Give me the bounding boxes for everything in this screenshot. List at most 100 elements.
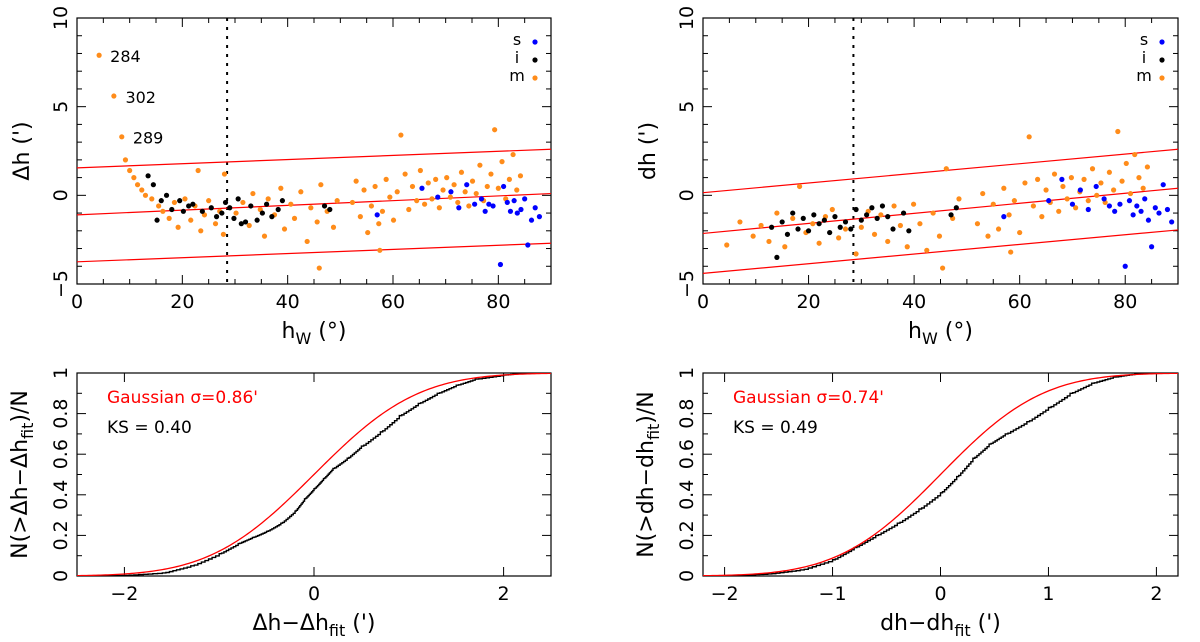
point-m [278, 185, 284, 191]
point-i [811, 212, 817, 218]
panel-bottom-right: −2 −1 0 1 2 0 0.2 0.4 0.6 0.8 1 Gaussian σ=0.74' KS … [634, 367, 1179, 640]
point-m [142, 192, 149, 198]
point-m [829, 206, 835, 213]
point-m [425, 180, 431, 186]
ks-label: KS = 0.40 [107, 418, 192, 438]
point-i [264, 201, 270, 207]
point-i [231, 215, 237, 221]
point-m [836, 235, 842, 241]
fit-line-lower [703, 229, 1178, 274]
point-m [943, 166, 949, 172]
legend-label-m: m [509, 66, 525, 85]
point-m [1089, 166, 1096, 172]
point-m [1140, 185, 1146, 191]
gaussian-label: Gaussian σ=0.86' [107, 388, 258, 408]
point-i [769, 224, 775, 230]
x-tick-label: 0 [71, 291, 83, 313]
fit-line-fit [77, 192, 551, 216]
point-m [1035, 176, 1041, 182]
point-annotation: 289 [133, 129, 164, 148]
point-m [455, 199, 461, 206]
point-m [930, 210, 936, 216]
point-i [848, 226, 854, 232]
point-m [402, 171, 408, 177]
y-tick-label: 0.2 [676, 520, 698, 550]
point-s [1164, 206, 1171, 213]
point-i [213, 214, 220, 220]
point-m [724, 242, 730, 248]
point-s [1138, 208, 1144, 214]
point-m [134, 182, 141, 188]
empirical-cdf-line [703, 373, 1178, 576]
point-m [853, 251, 859, 257]
y-axis-label: N(>Δh−Δhfit)/N [8, 390, 37, 559]
x-tick-label: −1 [819, 583, 847, 605]
x-axis-label: hW (°) [908, 319, 973, 348]
fit-line-lower [77, 242, 551, 263]
y-tick-label: 10 [676, 6, 698, 30]
point-i [259, 210, 265, 216]
point-m [737, 219, 743, 225]
point-s [504, 199, 510, 206]
point-i [222, 199, 229, 206]
x-label-main: h [282, 319, 296, 344]
point-i [269, 214, 275, 220]
legend-label-i: i [515, 48, 519, 67]
point-i [879, 203, 886, 209]
point-s [1122, 263, 1128, 269]
point-s [525, 242, 531, 248]
point-i [279, 198, 285, 204]
point-m [1060, 183, 1066, 190]
point-m [924, 247, 930, 253]
point-s [1126, 198, 1133, 204]
y-tick-label: 10 [50, 6, 72, 30]
y-tick-label: 5 [50, 101, 72, 113]
point-s [511, 198, 517, 204]
point-s [1059, 176, 1065, 182]
x-label-main: dh−dh [880, 611, 954, 636]
point-m [473, 190, 479, 197]
point-m [379, 208, 386, 214]
point-m [398, 132, 404, 138]
point-s [374, 212, 380, 218]
point-s [1152, 205, 1158, 211]
point-s [497, 261, 504, 268]
point-i [235, 196, 241, 202]
y-label-post: )/N [634, 391, 659, 423]
point-s [536, 214, 543, 220]
legend-label-s: s [513, 30, 521, 49]
point-m [291, 215, 298, 221]
point-m [414, 198, 420, 204]
point-m [451, 182, 457, 188]
point-s [1093, 183, 1099, 190]
y-tick-label: 0.6 [676, 439, 698, 469]
point-m [314, 219, 320, 225]
x-tick-label: 20 [170, 291, 194, 313]
point-m [782, 244, 788, 250]
point-i [158, 198, 164, 204]
point-i [219, 210, 225, 216]
point-m [495, 185, 501, 191]
point-m [406, 206, 412, 213]
y-label-sub: fit [644, 424, 663, 440]
point-m [1008, 249, 1014, 255]
point-m [750, 233, 756, 239]
point-i [275, 206, 281, 213]
point-s [472, 201, 478, 207]
point-s [478, 196, 485, 202]
point-m [298, 189, 304, 195]
x-tick-label: 60 [381, 291, 405, 313]
x-label-unit: (°) [311, 319, 346, 344]
point-i [248, 203, 254, 209]
x-tick-label: 60 [1008, 291, 1032, 313]
point-m [1039, 214, 1045, 220]
point-m [477, 162, 483, 168]
point-m [990, 201, 996, 207]
point-m [499, 159, 505, 165]
point-m [429, 196, 435, 202]
point-m [790, 215, 796, 221]
x-tick-label: 80 [1113, 291, 1137, 313]
point-m [372, 183, 378, 190]
